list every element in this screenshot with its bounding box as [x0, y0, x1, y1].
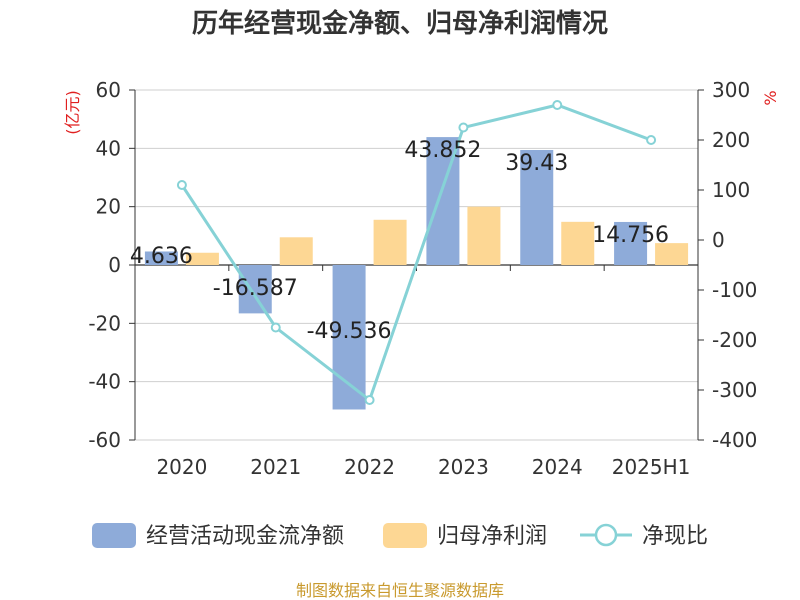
cashflow-data-label: 4.636 — [130, 244, 193, 269]
left-tick-label: 40 — [96, 136, 121, 160]
ratio-point — [270, 322, 281, 333]
left-tick-label: -40 — [88, 370, 121, 394]
legend-label-cashflow: 经营活动现金流净额 — [146, 524, 344, 549]
legend: 经营活动现金流净额 归母净利润 净现比 — [92, 523, 708, 549]
left-axis-unit: (亿元) — [63, 90, 82, 135]
right-tick-label: 100 — [712, 178, 750, 202]
legend-label-ratio: 净现比 — [642, 524, 708, 549]
x-tick-label: 2023 — [438, 455, 489, 479]
cashflow-bar — [238, 265, 272, 314]
left-tick-label: -60 — [88, 428, 121, 452]
legend-swatch-cashflow — [92, 523, 136, 548]
ratio-point — [364, 395, 375, 405]
ratio-point — [458, 122, 469, 133]
left-tick-label: 60 — [96, 78, 121, 102]
right-tick-label: -100 — [712, 278, 757, 302]
cashflow-bar — [520, 149, 554, 265]
data-labels: 4.636 -16.587 -49.536 43.852 39.43 14.756 — [130, 138, 669, 344]
ratio-line — [176, 100, 657, 405]
right-tick-label: 200 — [712, 128, 750, 152]
x-tick-label: 2024 — [532, 455, 583, 479]
net-profit-bar — [467, 206, 501, 265]
right-axis-unit: % — [761, 90, 780, 105]
right-tick-label: 0 — [712, 228, 725, 252]
ratio-line-path — [180, 103, 652, 403]
net-profit-bar — [185, 252, 219, 265]
x-tick-label: 2021 — [250, 455, 301, 479]
left-tick-label: 20 — [96, 195, 121, 219]
legend-label-net-profit: 归母净利润 — [437, 524, 547, 549]
x-tick-label: 2022 — [344, 455, 395, 479]
left-tick-label: 0 — [108, 253, 121, 277]
ratio-point — [552, 100, 563, 110]
net-profit-bar — [279, 237, 313, 265]
net-profit-bar — [561, 221, 595, 265]
cashflow-data-label: 14.756 — [592, 223, 669, 248]
x-tick-label: 2025H1 — [612, 455, 691, 479]
net-profit-bar — [655, 243, 689, 265]
cashflow-data-label: 39.43 — [505, 151, 568, 176]
cashflow-bar — [614, 221, 648, 265]
right-tick-label: 300 — [712, 78, 750, 102]
ratio-point — [646, 135, 657, 145]
chart-title: 历年经营现金净额、归母净利润情况 — [192, 8, 608, 39]
axes: 6040200-20-40-603002001000-100-200-300-4… — [63, 78, 780, 479]
ratio-point — [176, 180, 187, 190]
bars — [144, 137, 689, 410]
cashflow-data-label: 43.852 — [404, 138, 481, 163]
cashflow-data-label: -16.587 — [213, 276, 298, 301]
left-tick-label: -20 — [88, 311, 121, 335]
legend-swatch-net-profit — [383, 523, 427, 548]
cashflow-data-label: -49.536 — [307, 319, 392, 344]
legend-marker-ratio — [594, 523, 618, 547]
footer-source: 制图数据来自恒生聚源数据库 — [296, 581, 504, 600]
right-tick-label: -300 — [712, 378, 757, 402]
right-tick-label: -200 — [712, 328, 757, 352]
net-profit-bar — [373, 219, 407, 265]
right-tick-label: -400 — [712, 428, 757, 452]
x-tick-label: 2020 — [156, 455, 207, 479]
cashflow-bar — [144, 251, 178, 265]
